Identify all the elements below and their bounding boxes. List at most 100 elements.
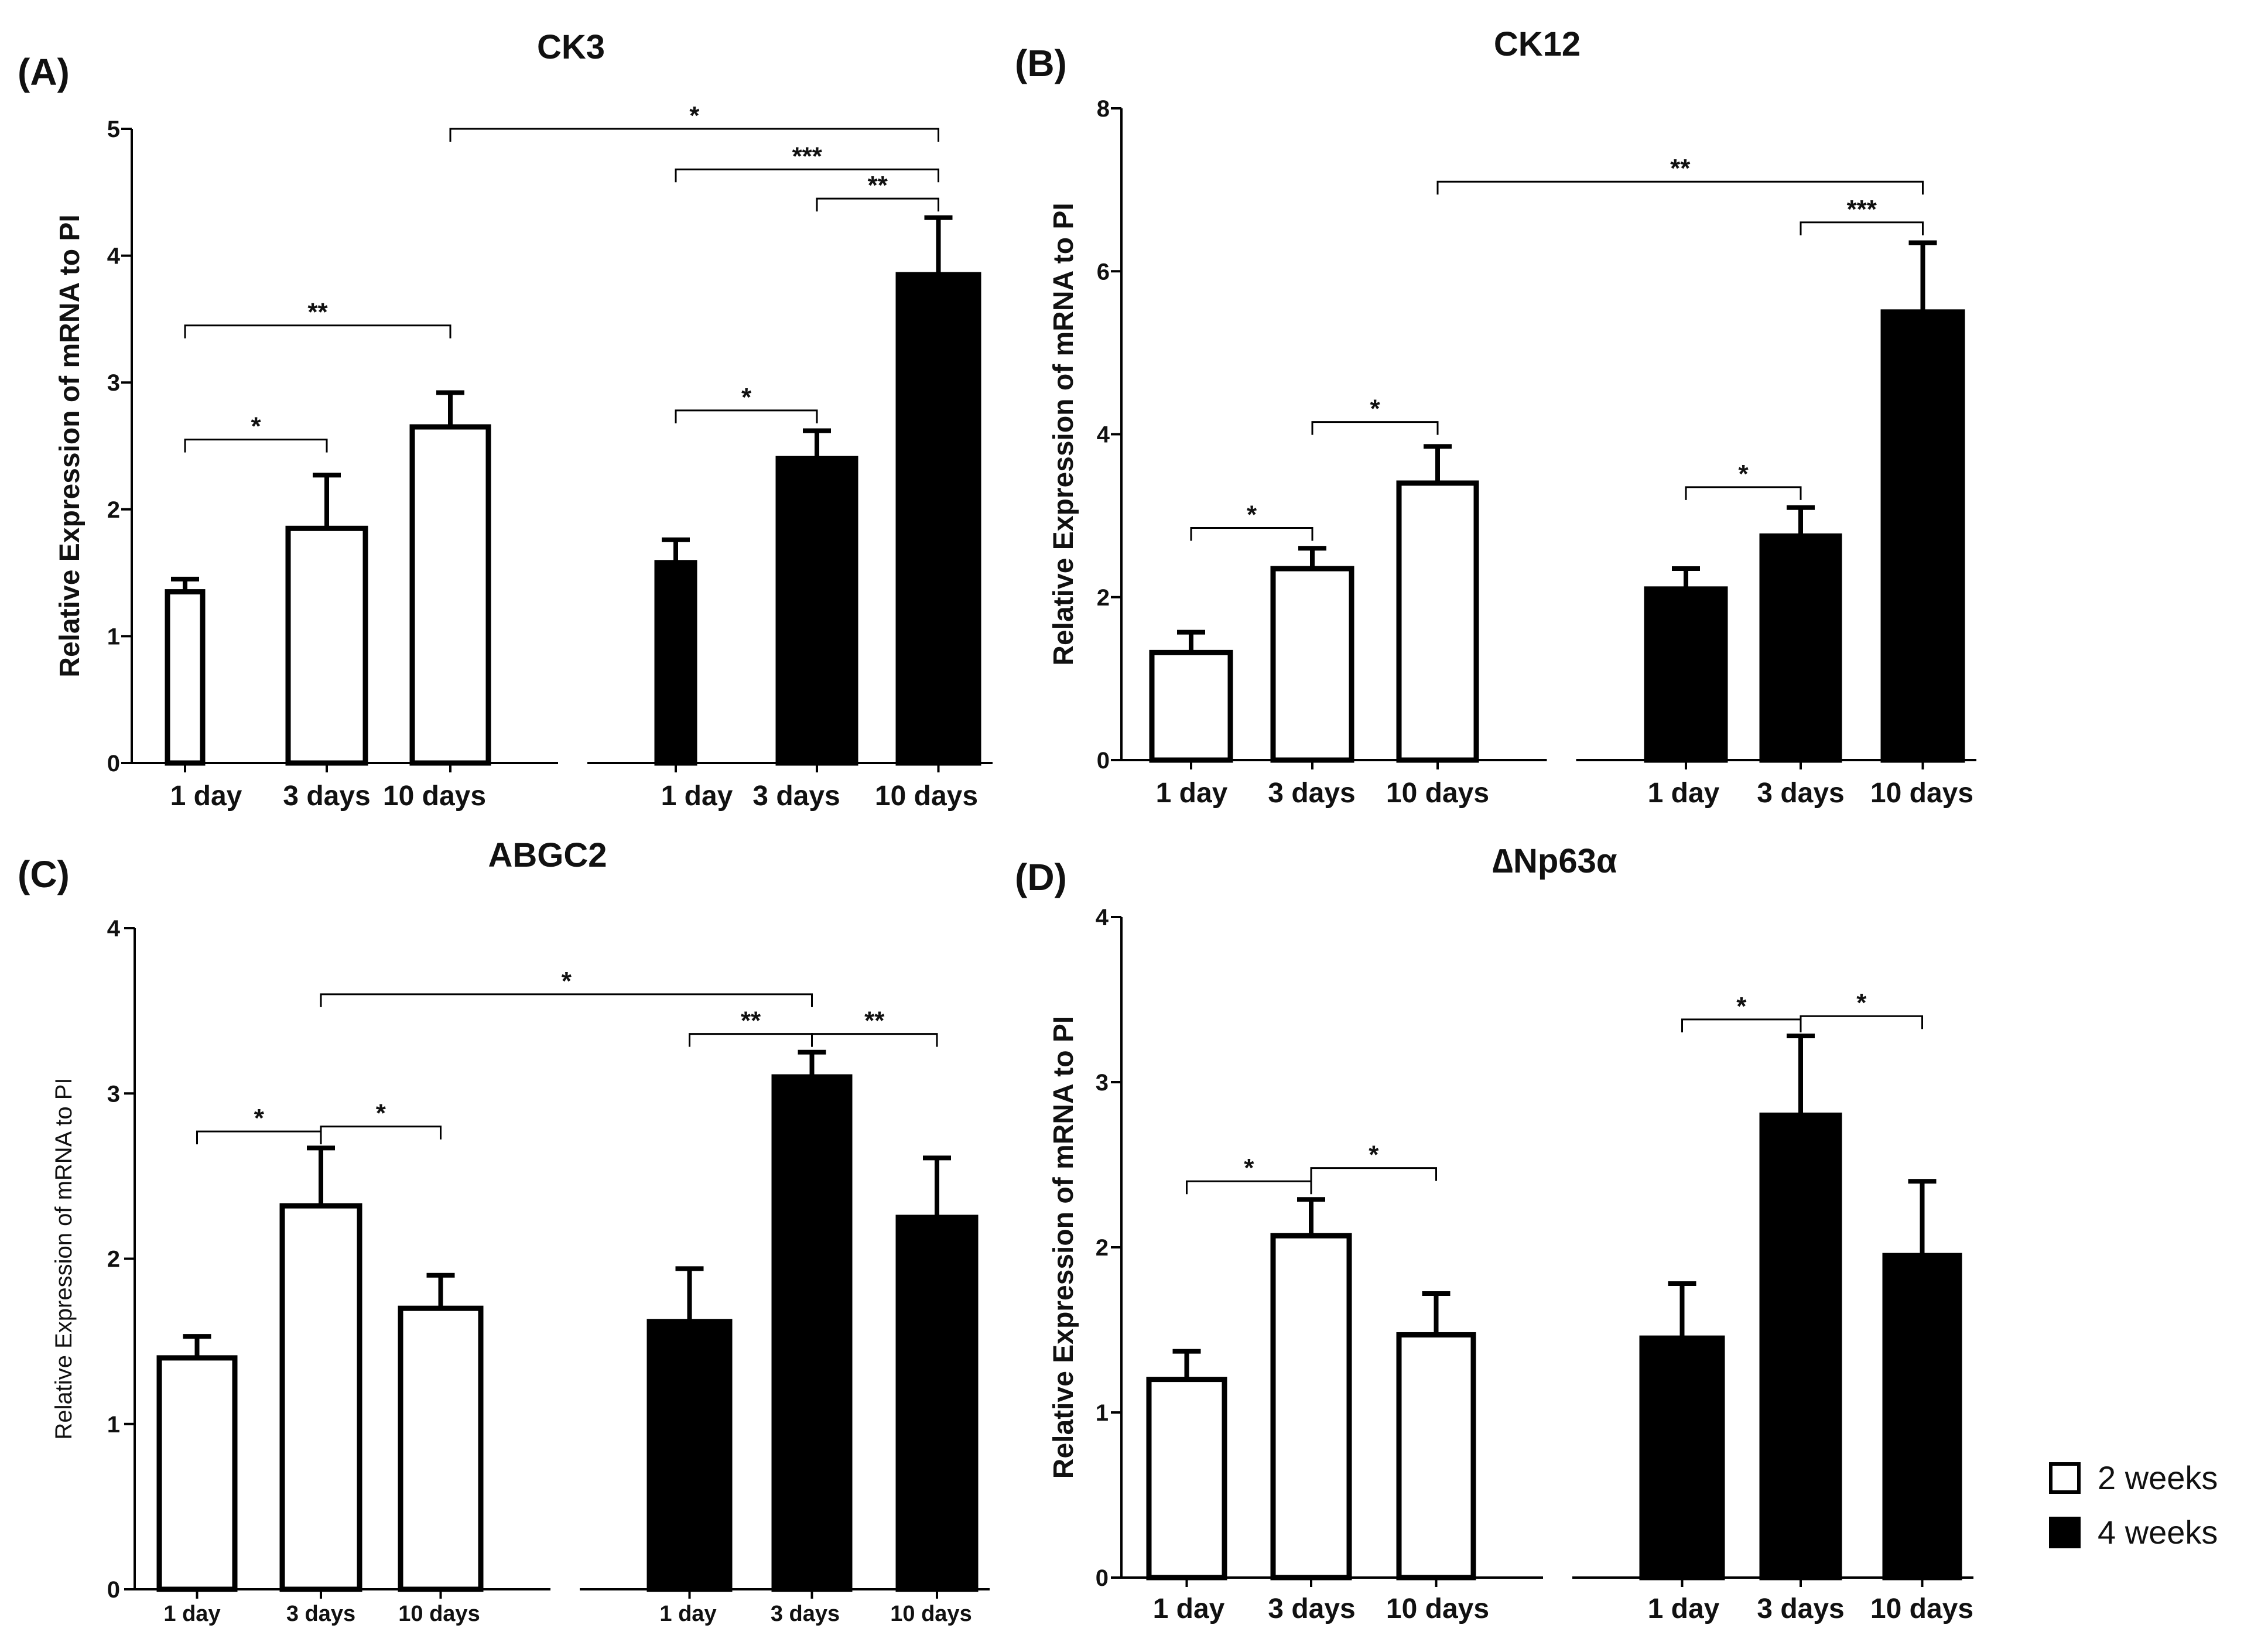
significance-label: *	[1738, 460, 1749, 488]
significance-label: *	[251, 412, 261, 441]
significance-label: **	[868, 171, 888, 200]
y-tick-label: 3	[107, 1081, 120, 1107]
x-tick-label: 10 days	[1870, 778, 1973, 809]
significance-label: *	[1736, 992, 1747, 1021]
panel-letter: (C)	[18, 853, 70, 895]
y-tick-label: 1	[107, 624, 120, 649]
panels: (A) CK3 Relative Expression of mRNA to PI 0…	[18, 25, 1976, 1626]
significance-bracket	[1311, 421, 1439, 435]
y-tick-label: 2	[1097, 585, 1110, 611]
significance-bracket	[1800, 221, 1924, 235]
x-tick-label: 3 days	[771, 1602, 840, 1626]
y-tick-label: 1	[107, 1412, 120, 1438]
y-tick-label: 4	[1096, 905, 1109, 931]
bar	[654, 560, 697, 766]
significance-bracket	[816, 197, 939, 212]
significance-bracket	[1190, 526, 1313, 541]
x-tick-label: 10 days	[1386, 1593, 1489, 1624]
panel-letter: (B)	[1015, 42, 1067, 84]
significance-label: *	[562, 967, 572, 996]
y-axis-label: Relative Expression of mRNA to PI	[54, 214, 85, 677]
significance-bracket	[1800, 1015, 1923, 1029]
y-tick-label: 1	[1096, 1400, 1109, 1426]
legend-swatch-2-weeks	[2049, 1462, 2081, 1494]
significance-bracket	[184, 324, 451, 338]
bar	[646, 1319, 733, 1592]
bar	[1396, 1332, 1476, 1581]
x-tick-label: 1 day	[1648, 778, 1720, 809]
significance-bracket	[1685, 486, 1802, 500]
y-tick-label: 2	[1096, 1235, 1109, 1261]
panel-a: (A) CK3 Relative Expression of mRNA to PI 0…	[18, 28, 993, 812]
significance-label: *	[254, 1104, 265, 1133]
panel-d: (D) ∆Np63α Relative Expression of mRNA to …	[1015, 842, 1973, 1624]
y-tick-label: 5	[107, 117, 120, 142]
significance-label: *	[1369, 1141, 1379, 1169]
y-tick-label: 4	[107, 916, 121, 942]
significance-label: ***	[792, 142, 823, 170]
legend-label-2-weeks: 2 weeks	[2098, 1459, 2218, 1496]
significance-bracket	[1186, 1180, 1312, 1195]
bar	[1270, 1233, 1352, 1581]
panel-letter: (A)	[18, 51, 70, 93]
bar	[156, 1355, 238, 1592]
bar	[1882, 1253, 1962, 1581]
significance-bracket	[811, 1033, 938, 1047]
x-tick-label: 3 days	[1757, 1593, 1844, 1624]
significance-bracket	[675, 168, 939, 183]
significance-bracket	[320, 993, 813, 1007]
y-tick-label: 0	[1097, 748, 1110, 774]
x-tick-label: 3 days	[1757, 778, 1844, 809]
y-axis-label: Relative Expression of mRNA to PI	[1048, 203, 1079, 665]
bar	[398, 1305, 484, 1592]
x-tick-label: 10 days	[890, 1602, 971, 1626]
bar	[409, 424, 491, 766]
x-tick-label: 1 day	[659, 1602, 716, 1626]
bar	[1639, 1335, 1725, 1581]
y-tick-label: 3	[1096, 1070, 1109, 1096]
bar	[1644, 586, 1728, 763]
x-tick-label: 10 days	[383, 781, 486, 812]
x-tick-label: 1 day	[1153, 1593, 1225, 1624]
panel-c: (C) ABGC2 Relative Expression of mRNA to P…	[18, 836, 990, 1626]
panel-b: (B) CK12 Relative Expression of mRNA to PI…	[1015, 25, 1976, 809]
significance-label: ***	[1847, 195, 1877, 224]
legend: 2 weeks 4 weeks	[2049, 1459, 2218, 1551]
bar	[165, 589, 206, 766]
x-tick-label: 1 day	[1156, 778, 1228, 809]
panel-letter: (D)	[1015, 856, 1067, 898]
bar	[771, 1074, 853, 1592]
y-tick-label: 3	[107, 370, 120, 396]
y-tick-label: 4	[1097, 422, 1110, 448]
significance-bracket	[184, 439, 328, 453]
y-tick-label: 2	[107, 1247, 120, 1272]
significance-label: *	[1856, 988, 1867, 1017]
panel-title: CK12	[1494, 25, 1581, 63]
x-tick-label: 3 days	[752, 781, 840, 812]
significance-label: *	[1247, 500, 1257, 529]
significance-label: **	[307, 298, 328, 327]
y-axis-label: Relative Expression of mRNA to PI	[51, 1077, 77, 1439]
significance-label: **	[741, 1007, 761, 1035]
significance-bracket	[449, 128, 939, 142]
y-tick-label: 0	[107, 1577, 120, 1603]
panel-title: ∆Np63α	[1493, 842, 1617, 880]
bar	[1880, 309, 1965, 763]
bar	[895, 272, 981, 766]
significance-bracket	[1310, 1167, 1437, 1181]
x-tick-label: 3 days	[283, 781, 370, 812]
x-tick-label: 1 day	[163, 1602, 220, 1626]
bar	[1270, 566, 1354, 763]
significance-bracket	[196, 1130, 322, 1145]
x-tick-label: 10 days	[1386, 778, 1489, 809]
bar	[285, 525, 368, 766]
significance-bracket	[1681, 1018, 1802, 1032]
significance-bracket	[675, 409, 818, 423]
significance-bracket	[689, 1033, 813, 1047]
x-tick-label: 10 days	[398, 1602, 480, 1626]
y-tick-label: 0	[1096, 1565, 1109, 1591]
significance-label: *	[1370, 395, 1380, 423]
bar	[1146, 1377, 1227, 1581]
bar	[775, 456, 858, 766]
panel-title: ABGC2	[488, 836, 607, 874]
